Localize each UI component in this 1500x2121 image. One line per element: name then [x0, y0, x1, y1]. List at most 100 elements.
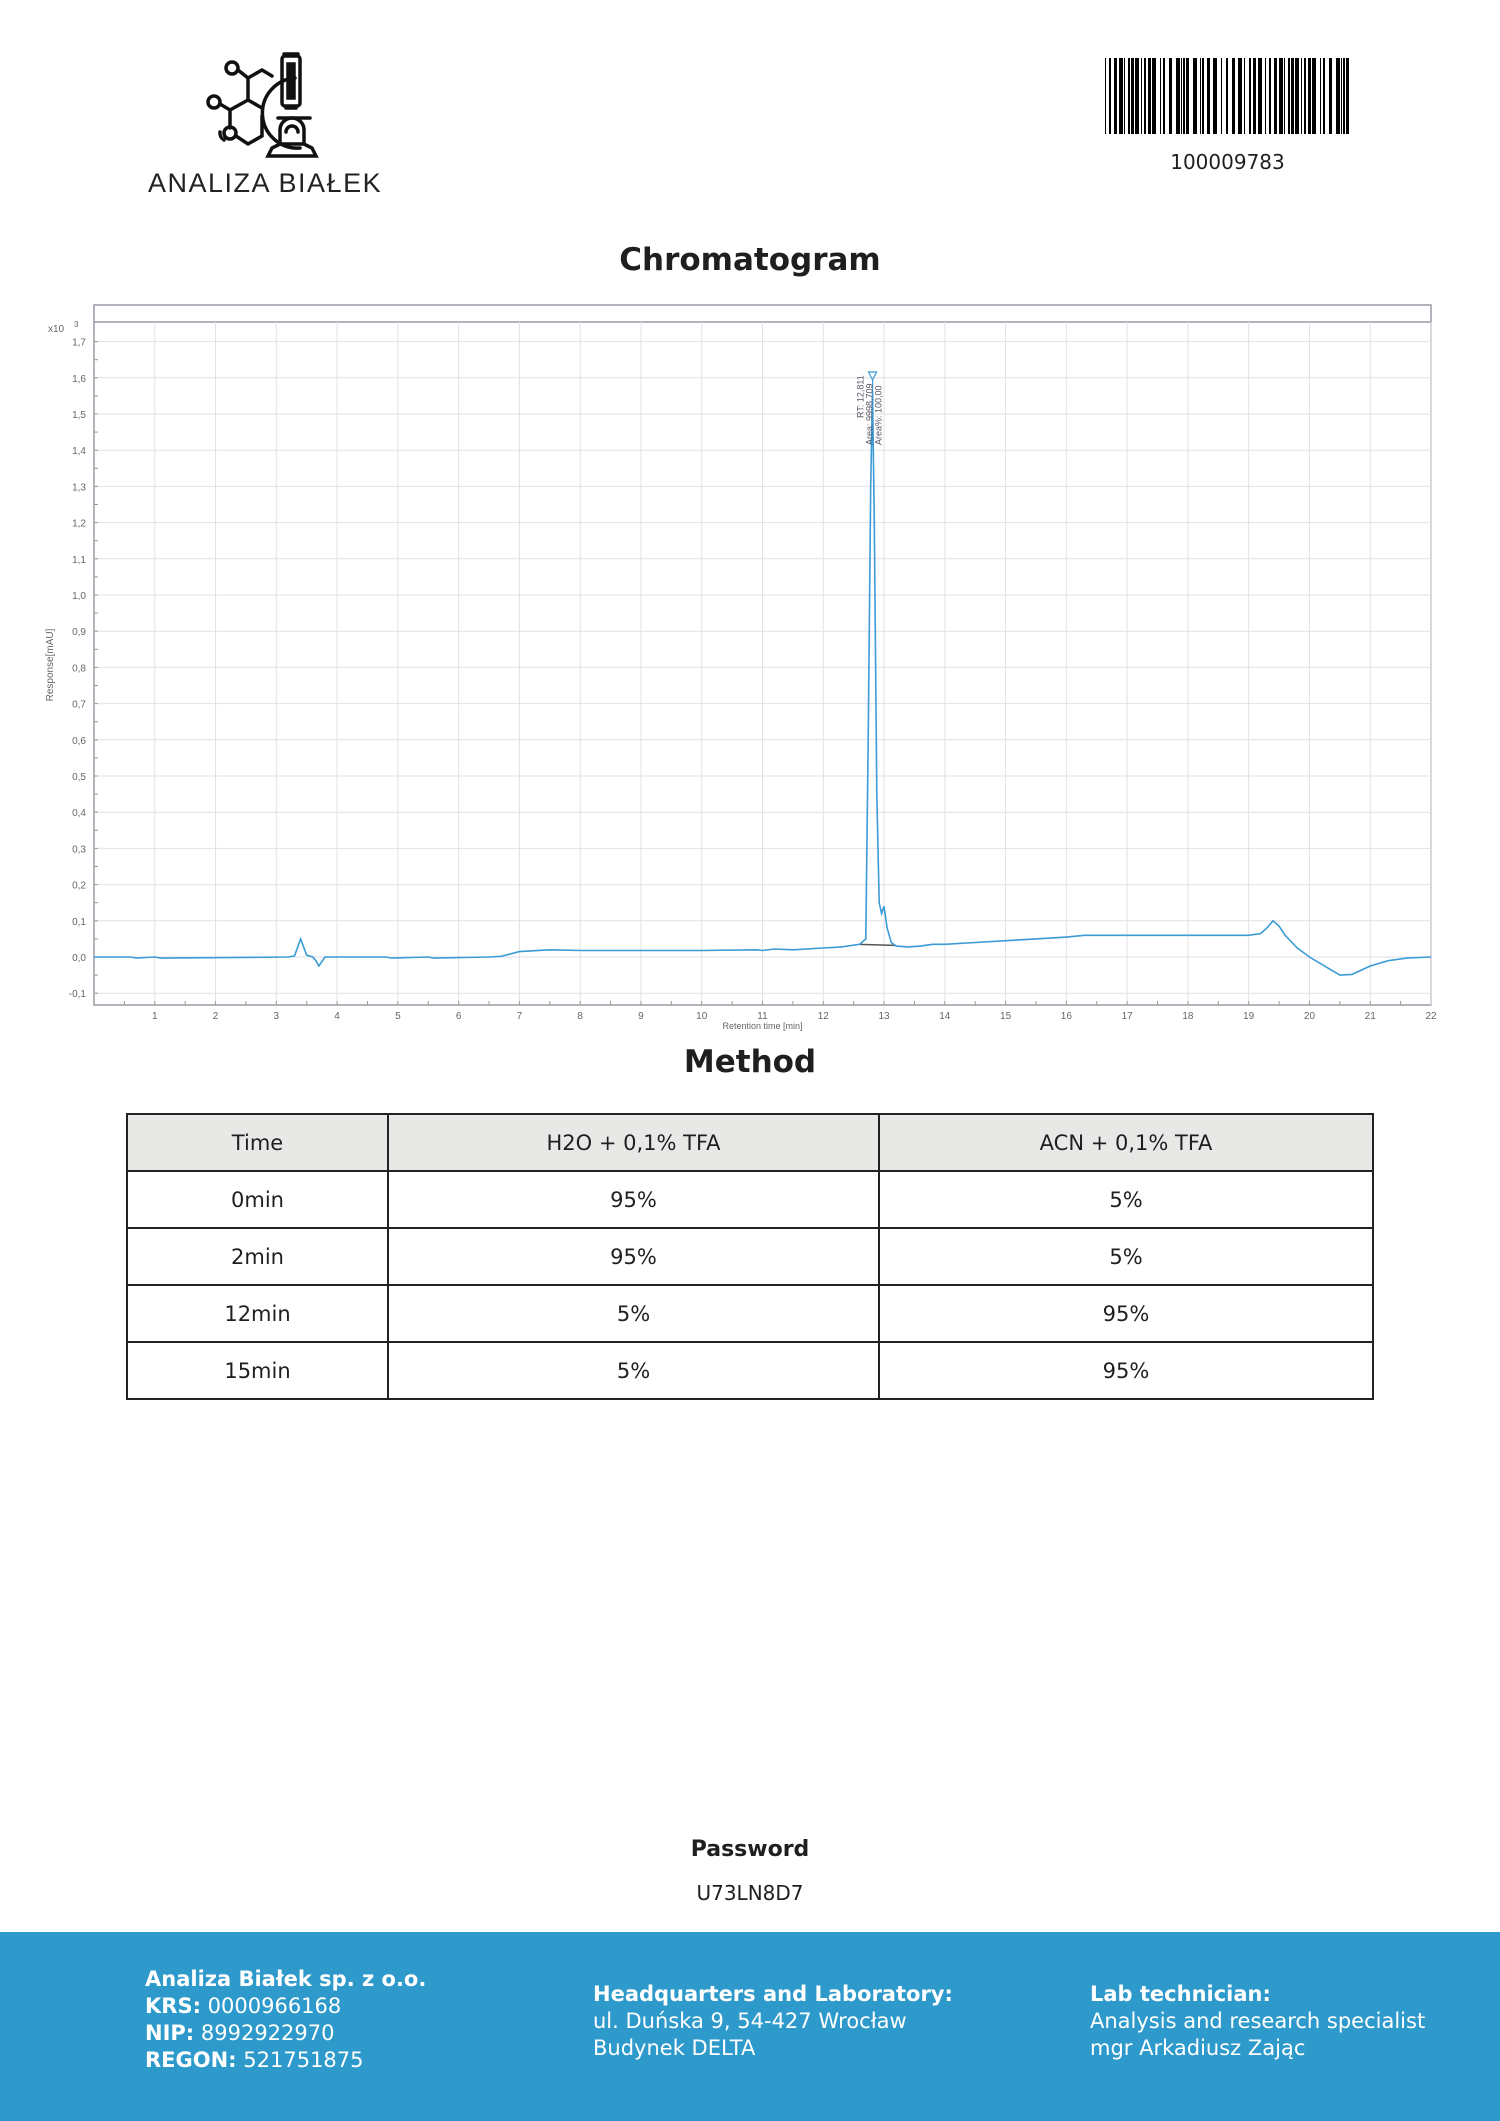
barcode-bar: [1312, 58, 1316, 134]
chromatogram-chart: -0,1 0,0 0,1 0,2 0,3 0,4 0,5 0,6 0,7 0,8 0,9 1,0 1,1…: [45, 304, 1437, 1031]
barcode-bar: [1128, 58, 1130, 134]
barcode-bar: [1336, 58, 1340, 134]
barcode-bar: [1105, 58, 1106, 134]
barcode-bar: [1202, 58, 1204, 134]
barcode-bar: [1213, 58, 1217, 134]
y-tick-label: 0,2: [72, 881, 86, 892]
y-multiplier-label: x10: [48, 324, 65, 335]
barcode-bar: [1193, 58, 1197, 134]
table-cell: 2min: [126, 1227, 389, 1286]
table-row: 15min 5% 95%: [126, 1341, 1374, 1400]
y-multiplier-exponent: 3: [74, 320, 79, 329]
barcode-bar: [1301, 58, 1302, 134]
barcode: [1105, 58, 1349, 134]
x-tick-label: 12: [818, 1011, 830, 1022]
barcode-bar: [1284, 58, 1285, 134]
barcode-bar: [1148, 58, 1151, 134]
y-axis-label: Response[mAU]: [45, 628, 56, 701]
krs-value: 0000966168: [207, 1994, 342, 2018]
y-tick-label: 1,4: [72, 446, 86, 457]
y-tick-label: 1,1: [72, 555, 86, 566]
barcode-bar: [1258, 58, 1262, 134]
company-name: Analiza Białek sp. z o.o.: [145, 1967, 427, 1991]
x-tick-label: 20: [1304, 1011, 1316, 1022]
barcode-bar: [1249, 58, 1251, 134]
x-tick-label: 5: [395, 1011, 401, 1022]
chromatogram-title: Chromatogram: [619, 242, 881, 278]
peak-annotation-text: Area%: 100,00: [874, 385, 884, 445]
y-tick-label: 1,2: [72, 519, 86, 530]
x-tick-label: 13: [878, 1011, 890, 1022]
barcode-number: 100009783: [1170, 150, 1285, 174]
barcode-bar: [1308, 58, 1311, 134]
logo-text: ANALIZA BIAŁEK: [148, 168, 383, 198]
lab-role: Analysis and research specialist: [1090, 2009, 1426, 2033]
method-table: Time H2O + 0,1% TFA ACN + 0,1% TFA 0min 9…: [126, 1113, 1374, 1400]
table-cell: 5%: [878, 1170, 1374, 1229]
barcode-bar: [1346, 58, 1349, 134]
x-tick-label: 15: [1000, 1011, 1012, 1022]
method-title: Method: [683, 1044, 817, 1080]
password-label: Password: [690, 1837, 810, 1862]
x-tick-label: 22: [1425, 1011, 1437, 1022]
peak-marker-icon: [867, 371, 878, 382]
barcode-bar: [1109, 58, 1111, 134]
barcode-bar: [1221, 58, 1222, 134]
y-tick-label: 0,8: [72, 663, 86, 674]
barcode-bar: [1279, 58, 1283, 134]
hq-title: Headquarters and Laboratory:: [593, 1982, 953, 2006]
column-header: H2O + 0,1% TFA: [387, 1113, 880, 1172]
y-tick-label: 1,7: [72, 338, 86, 349]
barcode-bar: [1253, 58, 1256, 134]
barcode-bar: [1295, 58, 1299, 134]
y-tick-label: 0,3: [72, 844, 86, 855]
table-row: 2min 95% 5%: [126, 1227, 1374, 1286]
barcode-bar: [1176, 58, 1180, 134]
x-tick-label: 21: [1365, 1011, 1377, 1022]
x-tick-label: 10: [696, 1011, 708, 1022]
nip-label: NIP:: [145, 2021, 195, 2045]
barcode-bar: [1274, 58, 1277, 134]
barcode-bar: [1226, 58, 1228, 134]
barcode-bar: [1163, 58, 1165, 134]
barcode-bar: [1152, 58, 1156, 134]
y-tick-label: 0,9: [72, 627, 86, 638]
barcode-bar: [1320, 58, 1321, 134]
y-tick-label: 0,5: [72, 772, 86, 783]
y-tick-label: 1,3: [72, 482, 86, 493]
x-tick-label: 1: [152, 1011, 158, 1022]
table-cell: 95%: [387, 1170, 880, 1229]
barcode-bar: [1244, 58, 1245, 134]
barcode-bar: [1323, 58, 1325, 134]
table-cell: 5%: [387, 1284, 880, 1343]
y-tick-label: 1,0: [72, 591, 86, 602]
peak-annotation-text: Area: 9998,709: [865, 383, 875, 445]
peak-baseline: [859, 943, 897, 947]
lab-title: Lab technician:: [1090, 1982, 1271, 2006]
barcode-bar: [1341, 58, 1342, 134]
krs-label: KRS:: [145, 1994, 201, 2018]
x-tick-label: 16: [1061, 1011, 1073, 1022]
barcode-bar: [1181, 58, 1182, 134]
barcode-bar: [1131, 58, 1134, 134]
barcode-bar: [1265, 58, 1266, 134]
barcode-bar: [1183, 58, 1185, 134]
table-header-row: Time H2O + 0,1% TFA ACN + 0,1% TFA: [126, 1113, 1374, 1172]
barcode-bar: [1135, 58, 1139, 134]
table-cell: 0min: [126, 1170, 389, 1229]
y-tick-label: -0,1: [69, 989, 87, 1000]
password-value: U73LN8D7: [696, 1881, 804, 1905]
x-tick-label: 7: [517, 1011, 523, 1022]
column-header: Time: [126, 1113, 389, 1172]
table-cell: 95%: [878, 1341, 1374, 1400]
table-cell: 5%: [878, 1227, 1374, 1286]
company-info: Analiza Białek sp. z o.o. KRS: 000096616…: [145, 1966, 426, 2074]
barcode-bar: [1141, 58, 1142, 134]
y-tick-label: 0,6: [72, 736, 86, 747]
x-tick-label: 3: [274, 1011, 280, 1022]
barcode-bar: [1329, 58, 1332, 134]
table-cell: 95%: [878, 1284, 1374, 1343]
table-cell: 15min: [126, 1341, 389, 1400]
barcode-bar: [1207, 58, 1210, 134]
barcode-bar: [1124, 58, 1125, 134]
